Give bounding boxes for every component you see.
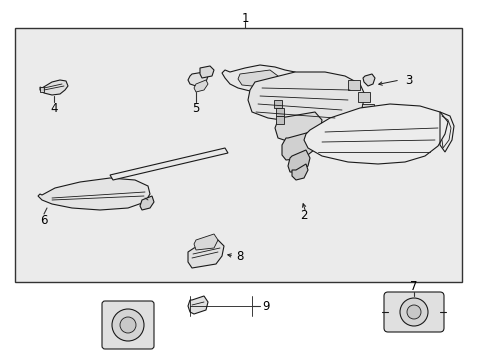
Text: 3: 3 (405, 73, 413, 86)
Polygon shape (304, 104, 448, 164)
Bar (15, 28, 462, 282)
Polygon shape (276, 116, 284, 124)
Polygon shape (358, 92, 370, 102)
Polygon shape (248, 72, 365, 125)
Polygon shape (222, 65, 302, 93)
Text: 2: 2 (300, 208, 308, 221)
Polygon shape (110, 148, 228, 180)
Polygon shape (194, 234, 218, 250)
Text: 6: 6 (40, 213, 48, 226)
Polygon shape (276, 108, 284, 116)
Polygon shape (40, 80, 68, 95)
Circle shape (407, 305, 421, 319)
Polygon shape (140, 196, 154, 210)
Polygon shape (40, 87, 44, 92)
Polygon shape (362, 104, 374, 114)
Polygon shape (288, 150, 310, 172)
Polygon shape (188, 240, 224, 268)
Text: 1: 1 (241, 12, 249, 24)
Text: 5: 5 (192, 102, 200, 114)
Polygon shape (200, 66, 214, 78)
Text: 7: 7 (410, 279, 418, 292)
Polygon shape (238, 70, 278, 87)
Circle shape (120, 317, 136, 333)
Polygon shape (38, 178, 150, 210)
Polygon shape (188, 296, 208, 314)
Polygon shape (194, 80, 208, 92)
Polygon shape (363, 74, 375, 86)
Circle shape (112, 309, 144, 341)
FancyBboxPatch shape (102, 301, 154, 349)
FancyBboxPatch shape (384, 292, 444, 332)
Text: 9: 9 (262, 300, 270, 312)
Polygon shape (360, 116, 372, 126)
Polygon shape (275, 112, 322, 142)
Text: 4: 4 (50, 102, 58, 114)
Polygon shape (292, 164, 308, 180)
Polygon shape (188, 72, 208, 86)
Polygon shape (282, 132, 316, 160)
Polygon shape (274, 100, 282, 108)
Circle shape (400, 298, 428, 326)
Polygon shape (348, 80, 360, 90)
Text: 8: 8 (236, 249, 244, 262)
